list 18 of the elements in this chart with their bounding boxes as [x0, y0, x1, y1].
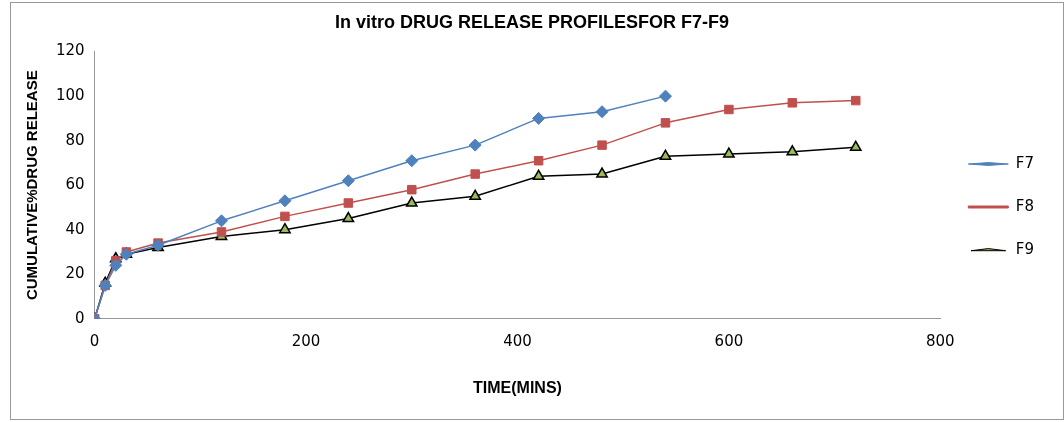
legend-label: F8 — [1015, 196, 1034, 215]
y-tick-label: 40 — [65, 219, 85, 238]
chart-title: In vitro DRUG RELEASE PROFILESFOR F7-F9 — [334, 11, 730, 32]
x-tick-label: 800 — [926, 331, 955, 350]
y-tick-label: 80 — [65, 130, 85, 149]
x-tick-label: 200 — [291, 331, 321, 350]
y-tick-label: 100 — [55, 86, 85, 105]
legend-label: F9 — [1015, 239, 1034, 258]
y-axis-title: CUMULATIVE%DRUG RELEASE — [23, 70, 41, 301]
y-tick-label: 60 — [65, 175, 85, 194]
x-tick-label: 400 — [503, 331, 532, 350]
x-axis-title: TIME(MINS) — [473, 378, 562, 396]
y-tick-label: 0 — [75, 308, 85, 327]
x-tick-label: 0 — [89, 331, 100, 350]
legend-label: F7 — [1015, 153, 1034, 172]
x-tick-label: 600 — [714, 331, 744, 350]
y-tick-label: 120 — [55, 41, 85, 60]
y-tick-label: 20 — [65, 264, 85, 283]
